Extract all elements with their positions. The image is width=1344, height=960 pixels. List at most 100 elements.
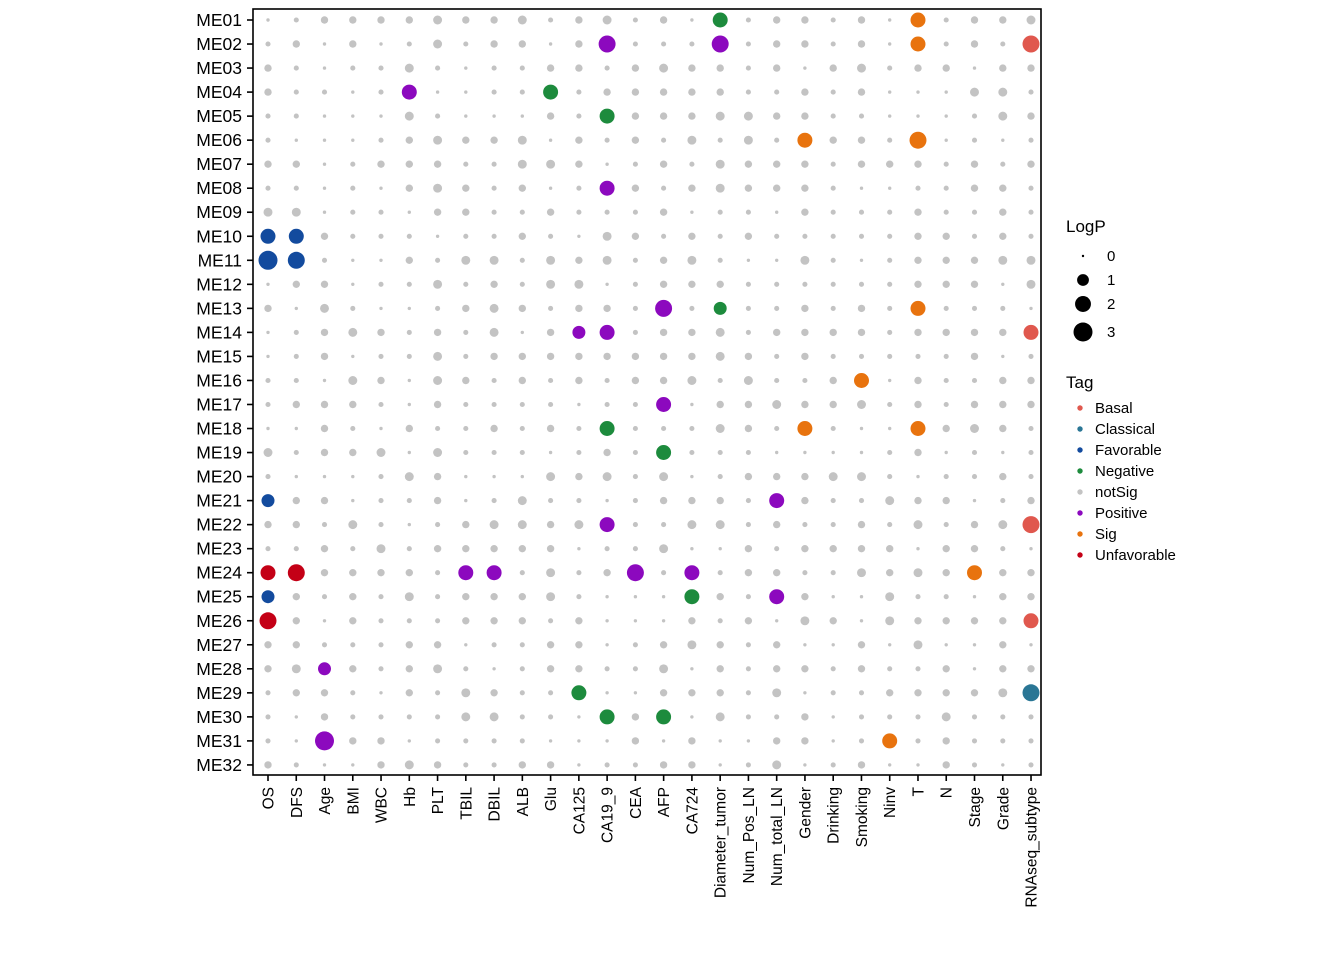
dot-notsig [406, 281, 412, 287]
dot-notsig [744, 160, 753, 168]
dot-notsig [632, 474, 638, 480]
dot-notsig [293, 449, 299, 456]
x-tick-label: BMI [345, 787, 362, 815]
dot-notsig [632, 209, 638, 215]
dot-favorable [260, 228, 276, 244]
dot-notsig [829, 400, 837, 409]
dot-notsig [461, 688, 471, 698]
dot-notsig [970, 160, 979, 168]
dot-notsig [970, 184, 979, 192]
x-tick-label: Stage [967, 787, 984, 828]
dot-notsig [519, 401, 525, 408]
dot-notsig [576, 185, 582, 191]
dot-notsig [435, 738, 441, 744]
dot-notsig [661, 595, 666, 599]
dot-positive [769, 493, 785, 509]
dot-notsig [546, 545, 555, 553]
dot-notsig [888, 90, 892, 94]
dot-notsig [772, 400, 782, 409]
dot-notsig [857, 568, 866, 578]
dot-notsig [830, 89, 836, 95]
dot-notsig [462, 184, 470, 192]
dot-notsig [405, 424, 413, 433]
dot-notsig [717, 449, 723, 456]
dot-notsig [632, 498, 638, 504]
dot-notsig [632, 546, 638, 552]
dot-notsig [971, 305, 978, 311]
dot-notsig [463, 425, 469, 432]
y-tick-label: ME30 [196, 707, 242, 727]
dot-notsig [350, 642, 356, 648]
dot-notsig [633, 595, 638, 599]
dot-notsig [1026, 279, 1036, 289]
dot-notsig [518, 304, 526, 313]
dot-notsig [1000, 498, 1006, 504]
dot-notsig [519, 714, 525, 720]
dot-notsig [775, 210, 779, 214]
dot-notsig [632, 257, 638, 263]
dot-notsig [688, 328, 696, 337]
dot-notsig [944, 138, 948, 142]
dot-notsig [774, 425, 780, 432]
dot-notsig [350, 161, 356, 167]
dot-notsig [829, 136, 837, 144]
dot-notsig [406, 353, 412, 359]
dot-classical [1022, 684, 1040, 702]
y-tick-label: ME09 [196, 202, 242, 222]
dot-notsig [351, 763, 355, 767]
dot-notsig [378, 498, 384, 504]
dot-notsig [745, 498, 751, 504]
dot-notsig [690, 474, 694, 479]
y-tick-label: ME31 [196, 731, 242, 751]
dot-basal [1022, 35, 1040, 53]
x-tick-label: DBIL [487, 787, 504, 822]
dot-notsig [941, 712, 951, 722]
dot-notsig [519, 425, 525, 432]
dot-notsig [433, 351, 443, 361]
dot-notsig [631, 136, 640, 144]
y-tick-label: ME13 [196, 298, 242, 318]
dot-notsig [659, 664, 669, 674]
dot-notsig [320, 496, 329, 505]
dot-notsig [575, 472, 583, 481]
y-tick-label: ME25 [196, 587, 242, 607]
dot-notsig [548, 233, 554, 239]
dot-notsig [631, 352, 640, 361]
dot-notsig [263, 448, 273, 457]
dot-notsig [688, 352, 696, 361]
dot-notsig [464, 643, 468, 647]
dot-notsig [377, 16, 385, 24]
dot-notsig [575, 256, 583, 264]
tag-legend-dot [1077, 426, 1083, 432]
dot-positive [684, 565, 700, 581]
dot-positive [598, 35, 616, 53]
dot-notsig [999, 64, 1007, 72]
x-tick-label: ALB [515, 787, 532, 816]
dot-notsig [435, 522, 441, 528]
dot-notsig [746, 258, 751, 262]
dot-notsig [490, 593, 498, 601]
dot-notsig [435, 690, 441, 696]
dot-notsig [602, 255, 612, 265]
dot-notsig [914, 448, 922, 457]
dot-notsig [830, 185, 836, 191]
dot-notsig [378, 522, 384, 528]
dot-notsig [801, 208, 809, 216]
dot-notsig [857, 641, 866, 649]
size-legend-value: 3 [1107, 324, 1115, 341]
dot-notsig [885, 496, 895, 506]
dot-notsig [914, 232, 922, 240]
dot-notsig [999, 184, 1007, 192]
dot-notsig [518, 352, 526, 361]
dot-notsig [632, 762, 638, 768]
dot-notsig [405, 256, 413, 264]
dot-notsig [659, 63, 669, 73]
dot-notsig [859, 619, 864, 623]
dot-notsig [378, 65, 384, 71]
dot-notsig [519, 89, 525, 95]
dot-notsig [999, 472, 1007, 481]
dot-notsig [687, 640, 697, 650]
dot-notsig [517, 159, 527, 169]
dot-notsig [378, 474, 384, 480]
